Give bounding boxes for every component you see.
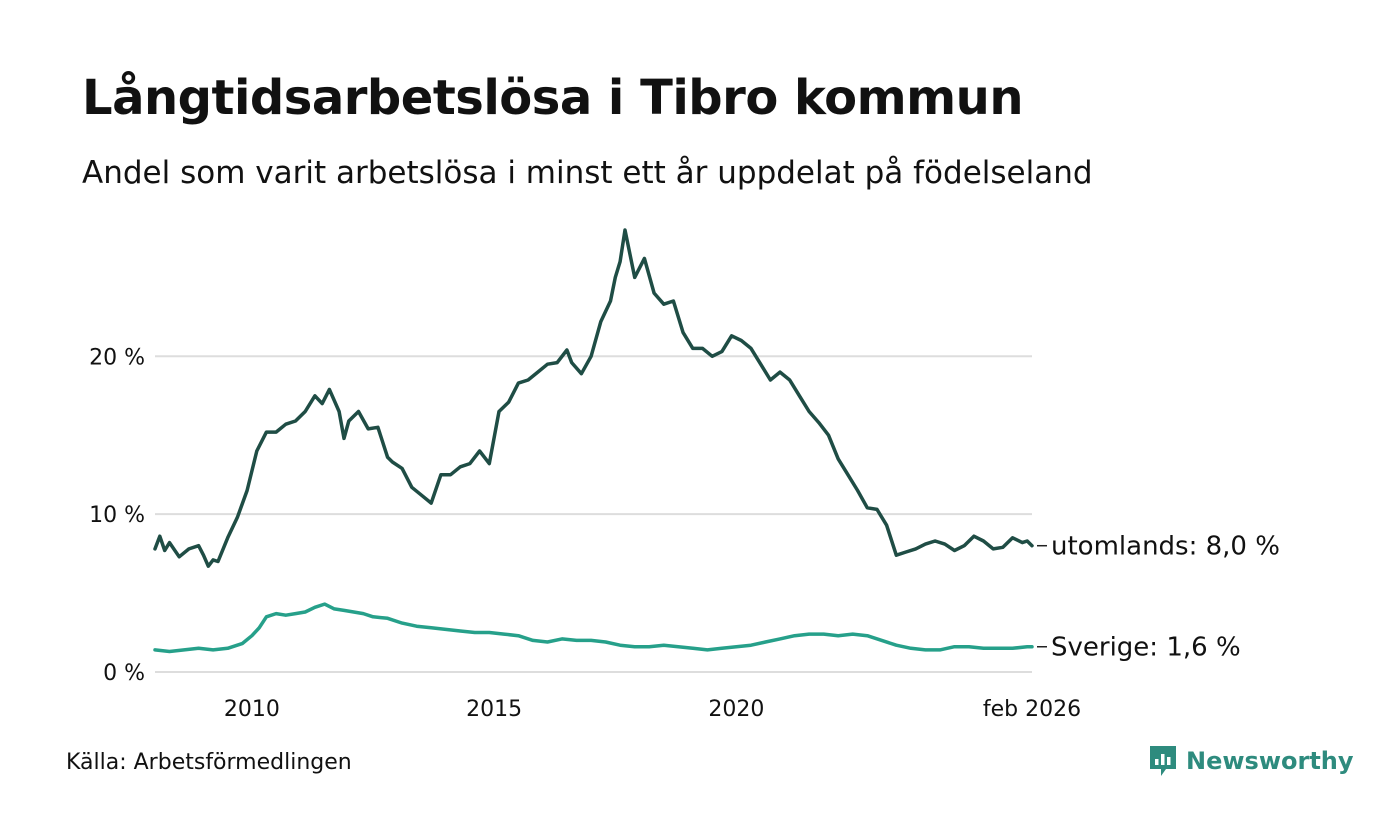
y-tick-label: 0 % (103, 661, 145, 686)
newsworthy-logo-icon (1150, 746, 1176, 776)
y-axis-ticks: 0 % 10 % 20 % (89, 345, 145, 686)
series-line-sverige (153, 602, 1034, 654)
end-label-utomlands: utomlands: 8,0 % (1051, 532, 1280, 562)
series-line-utomlands (153, 228, 1034, 568)
x-tick-label: feb 2026 (983, 697, 1081, 722)
brand-name: Newsworthy (1186, 747, 1354, 775)
x-tick-label: 2010 (224, 697, 280, 722)
x-tick-label: 2015 (466, 697, 522, 722)
gridlines (155, 355, 1032, 673)
chart-subtitle: Andel som varit arbetslösa i minst ett å… (82, 155, 1093, 191)
y-tick-label: 20 % (89, 345, 145, 370)
end-labels: utomlands: 8,0 % Sverige: 1,6 % (1037, 532, 1280, 663)
end-label-sverige: Sverige: 1,6 % (1051, 633, 1241, 663)
x-axis-ticks: 2010 2015 2020 feb 2026 (224, 697, 1081, 722)
chart-title: Långtidsarbetslösa i Tibro kommun (82, 70, 1024, 126)
source-note: Källa: Arbetsförmedlingen (66, 750, 352, 775)
y-tick-label: 10 % (89, 503, 145, 528)
x-tick-label: 2020 (708, 697, 764, 722)
brand-logo: Newsworthy (1148, 744, 1354, 778)
series-lines (153, 228, 1034, 654)
